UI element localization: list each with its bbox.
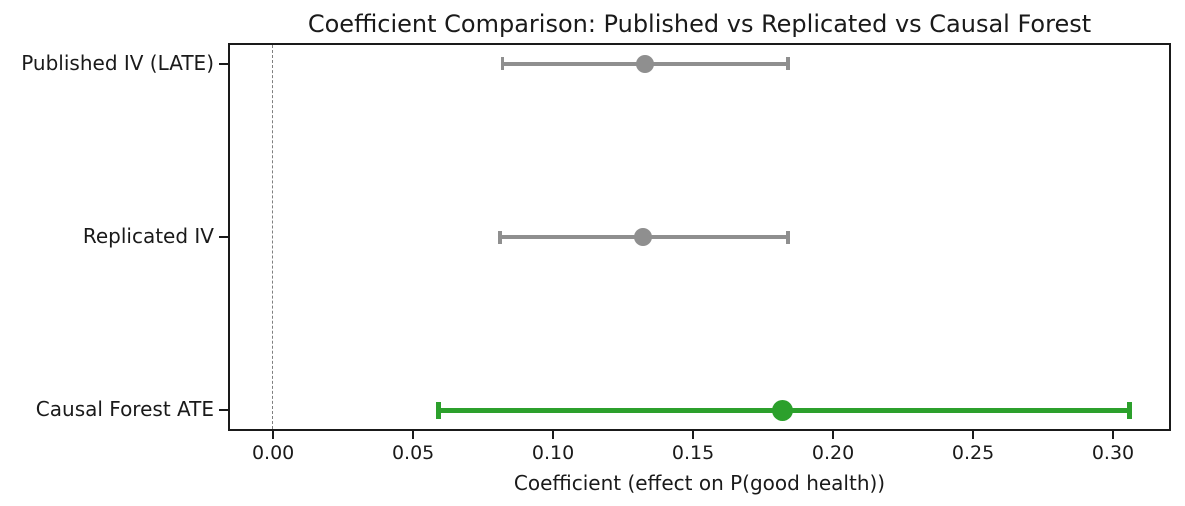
x-tick-mark xyxy=(832,431,835,439)
x-tick-label: 0.15 xyxy=(671,442,715,464)
plot-area: Published IV (LATE) Replicated IV Causal F… xyxy=(21,43,1171,464)
x-tick-mark xyxy=(412,431,415,439)
x-tick-label: 0.00 xyxy=(251,442,295,464)
y-tick-label: Causal Forest ATE xyxy=(35,397,214,422)
chart-title: Coefficient Comparison: Published vs Rep… xyxy=(307,10,1092,38)
x-tick-label: 0.05 xyxy=(391,442,435,464)
error-bar-cap-right xyxy=(786,57,790,71)
point-estimate-marker xyxy=(633,228,652,246)
y-tick-mark xyxy=(219,409,228,412)
y-tick-mark xyxy=(219,236,228,238)
x-tick-label: 0.20 xyxy=(811,442,855,464)
point-estimate-marker xyxy=(772,399,794,421)
y-tick-mark xyxy=(219,62,228,65)
error-bar-cap-right xyxy=(1127,401,1133,419)
x-tick-mark xyxy=(552,431,555,439)
x-tick-mark xyxy=(272,431,275,439)
error-bar-cap-left xyxy=(435,401,441,419)
x-tick-mark xyxy=(692,431,695,439)
error-bar-cap-left xyxy=(498,230,502,244)
y-tick-label: Replicated IV xyxy=(82,224,214,248)
x-tick-mark xyxy=(972,431,975,439)
y-tick-label: Published IV (LATE) xyxy=(21,50,214,75)
x-tick-label: 0.10 xyxy=(531,442,575,464)
x-tick-mark xyxy=(1112,431,1114,439)
error-bar-cap-left xyxy=(500,57,505,71)
x-axis-label: Coefficient (effect on P(good health)) xyxy=(513,471,886,495)
x-tick-label: 0.30 xyxy=(1091,442,1135,464)
x-tick-label: 0.25 xyxy=(951,442,995,464)
zero-reference-line xyxy=(272,45,274,429)
point-estimate-marker xyxy=(636,54,655,73)
error-bar-cap-right xyxy=(786,230,790,244)
